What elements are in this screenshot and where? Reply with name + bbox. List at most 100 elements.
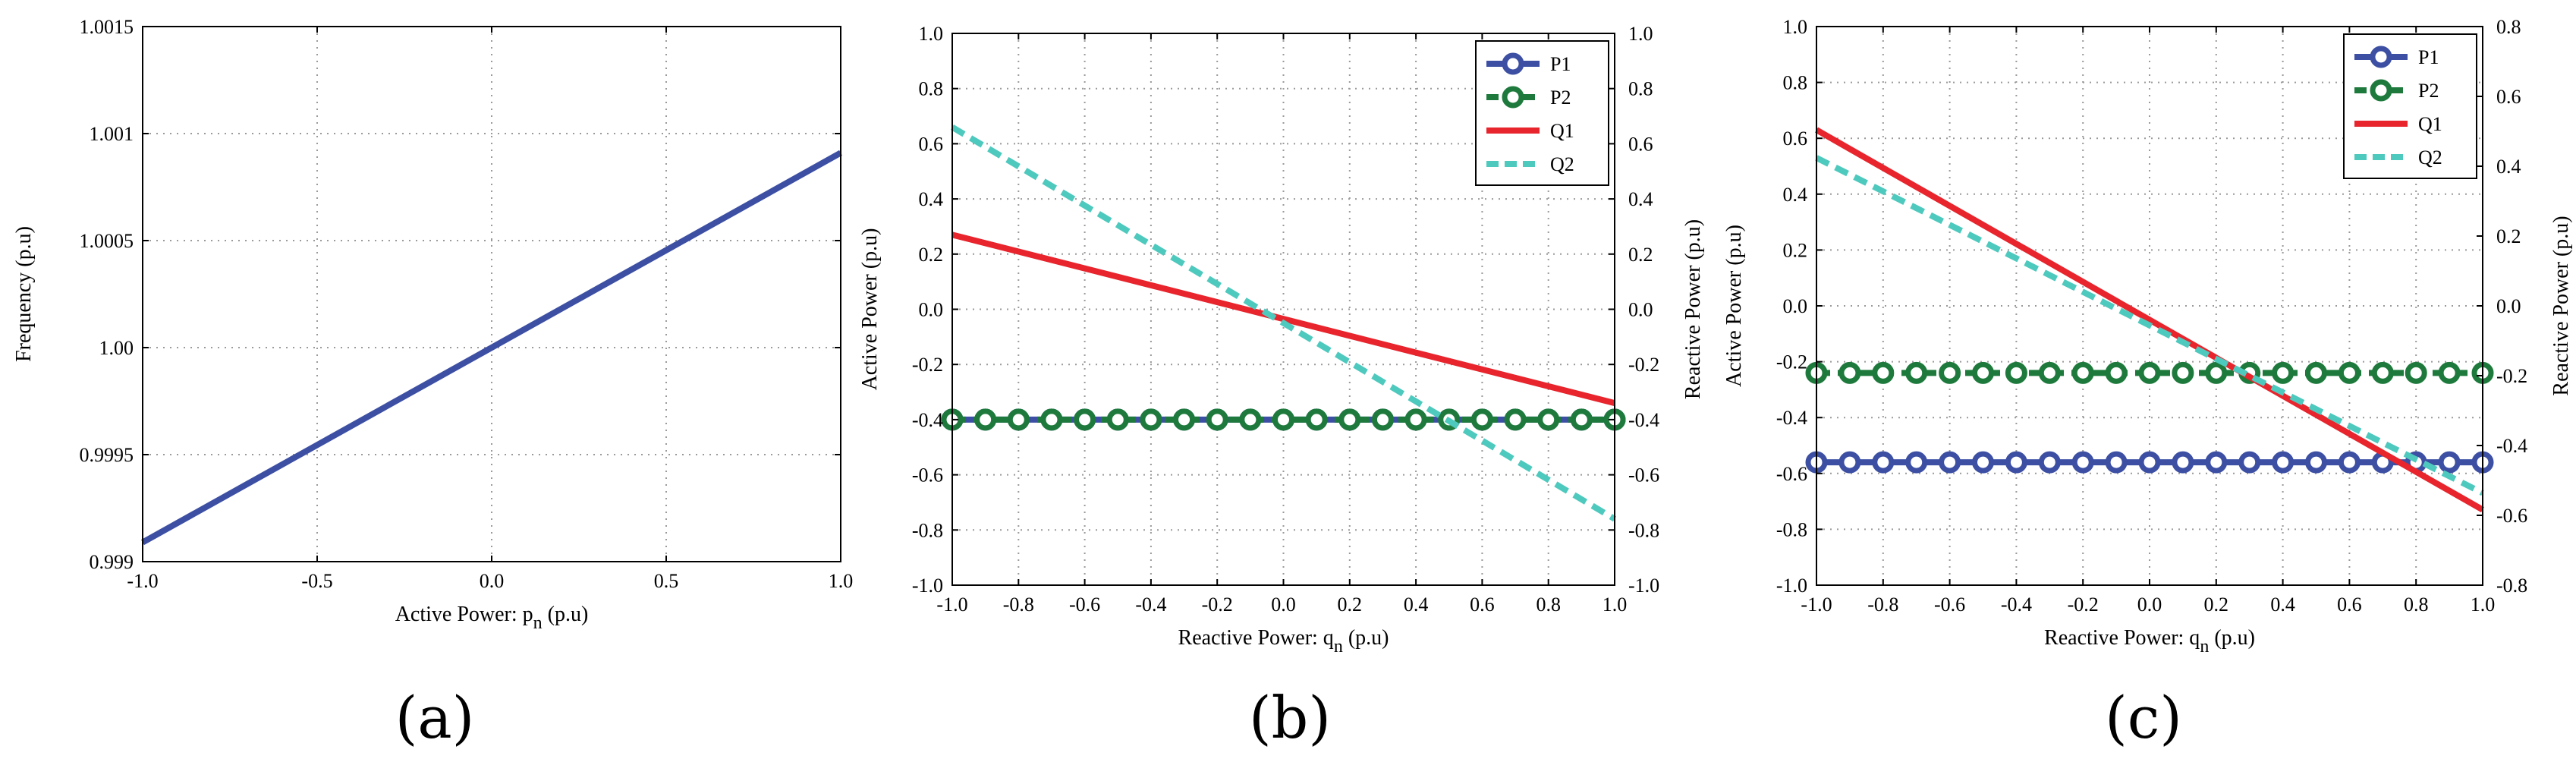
series-p2-marker: [1338, 408, 1361, 431]
series-p2-marker: [2071, 361, 2094, 384]
series-p2-marker: [2438, 361, 2461, 384]
y-tick-label: -1.0: [1776, 575, 1807, 597]
x-axis-label-sub: n: [2200, 637, 2209, 657]
legend-label: Q2: [2418, 146, 2442, 168]
chart-panel-c: -1.0 -0.8 -0.6 -0.4 -0.2 0.0 0.2 0.4 0.6 0.8 1.0 -1…: [1722, 16, 2573, 751]
y-tick-label: 0.8: [919, 78, 944, 100]
y-right-tick-label: -0.2: [1628, 354, 1659, 376]
y-tick-label: 0.2: [919, 244, 944, 266]
y-tick-label: 1.00: [99, 337, 134, 359]
y-right-tick-label: 0.6: [1628, 133, 1653, 155]
y-right-axis-label: Reactive Power (p.u): [1681, 219, 1705, 399]
x-tick-label: -1.0: [936, 594, 967, 616]
legend-label: P2: [2418, 80, 2439, 102]
series-p1-marker: [1838, 451, 1861, 474]
legend-item-p1: P1: [1486, 52, 1571, 75]
series-p2-marker: [1206, 408, 1228, 431]
y-tick-label: 0.4: [919, 188, 944, 210]
series-q2-line: [950, 124, 1617, 522]
x-tick-label: 0.8: [1536, 594, 1561, 616]
series-p2-marker: [2272, 361, 2294, 384]
y-right-tick-label: -0.4: [1628, 409, 1659, 431]
series-p1-marker: [2038, 451, 2061, 474]
x-tick-label: 0.6: [2337, 594, 2362, 616]
y-right-tick-label: 0.8: [2496, 16, 2521, 38]
x-tick-label: -0.6: [1069, 594, 1100, 616]
x-axis-label-unit: (p.u): [1343, 626, 1389, 650]
legend-item-q1: Q1: [1486, 120, 1574, 142]
x-axis-label-main: Reactive Power: q: [2044, 626, 2200, 650]
y-tick-label: 1.001: [90, 123, 134, 145]
legend-marker: [1502, 52, 1524, 75]
x-tick-label: -0.2: [1202, 594, 1233, 616]
series-p2-marker: [2172, 361, 2194, 384]
y-tick-label: -0.4: [912, 409, 943, 431]
series-p2-marker: [2305, 361, 2327, 384]
y-right-tick-label: -0.6: [1628, 464, 1659, 486]
y-tick-label: -0.8: [1776, 518, 1807, 540]
series-p2-marker: [1537, 408, 1560, 431]
legend-item-p1: P1: [2354, 46, 2439, 68]
series-p2-marker: [1140, 408, 1162, 431]
x-tick-label: -0.2: [2068, 594, 2099, 616]
x-tick-label: -0.8: [1867, 594, 1898, 616]
x-tick-label: 0.0: [1271, 594, 1296, 616]
series-p2-marker: [2338, 361, 2361, 384]
series-p2-marker: [1173, 408, 1196, 431]
x-axis-label: Active Power: pn (p.u): [395, 603, 589, 633]
y-right-tick-label: -0.2: [2496, 365, 2527, 387]
series-q1-line: [951, 231, 1615, 406]
series-p1-marker: [1972, 451, 1994, 474]
legend-label: Q2: [1550, 153, 1574, 175]
y-axis-label: Active Power (p.u): [858, 228, 882, 391]
legend: P1 P2 Q1 Q2: [2343, 33, 2477, 179]
series-p1-marker: [2071, 451, 2094, 474]
panel-label: (b): [1249, 684, 1331, 751]
chart-panel-b: -1.0 -0.8 -0.6 -0.4 -0.2 0.0 0.2 0.4 0.6 0.8 1.0-1…: [858, 23, 1705, 751]
y-right-tick-label: 0.4: [1628, 188, 1653, 210]
series-frequency-line: [141, 150, 842, 546]
legend-label: Q1: [2418, 113, 2442, 135]
series-p2-marker: [1074, 408, 1096, 431]
legend-label: P1: [1550, 53, 1571, 75]
y-tick-label: 0.0: [919, 299, 944, 321]
y-axis-label: Active Power (p.u): [1722, 225, 1746, 387]
legend-marker: [2370, 79, 2392, 102]
series-q1-line: [1815, 127, 2484, 513]
y-tick-label: 1.0015: [80, 16, 134, 38]
x-tick-label: 1.0: [1603, 594, 1628, 616]
series-p1-marker: [2205, 451, 2228, 474]
y-right-tick-label: -0.8: [2496, 575, 2527, 597]
panel-label: (a): [395, 684, 475, 751]
series-p2-marker: [2105, 361, 2128, 384]
legend-item-p2: P2: [2354, 79, 2439, 102]
legend-label: P1: [2418, 46, 2439, 68]
y-tick-label: 0.999: [90, 551, 134, 573]
legend-item-q1: Q1: [2354, 113, 2442, 135]
y-tick-label: -0.6: [912, 464, 943, 486]
y-right-tick-label: 0.6: [2496, 86, 2521, 108]
series-p2-marker: [1872, 361, 1895, 384]
x-tick-label: 0.0: [480, 570, 505, 592]
y-right-tick-label: 0.0: [2496, 295, 2521, 317]
x-tick-label: -1.0: [1801, 594, 1832, 616]
legend-item-p2: P2: [1486, 86, 1571, 109]
series-p1-marker: [2338, 451, 2361, 474]
series-p2-marker: [1040, 408, 1063, 431]
series-p2-marker: [1272, 408, 1294, 431]
x-axis-label-sub: n: [533, 613, 543, 633]
y-right-tick-label: -1.0: [1628, 575, 1659, 597]
y-right-tick-label: 1.0: [1628, 23, 1653, 45]
y-tick-label: 0.0: [1783, 295, 1808, 317]
x-axis-label: Reactive Power: qn (p.u): [1178, 626, 1389, 657]
series-p2-marker: [1939, 361, 1961, 384]
x-tick-label: -0.5: [301, 570, 332, 592]
y-tick-label: 0.8: [1783, 72, 1808, 94]
x-tick-label: -0.4: [1135, 594, 1166, 616]
y-right-tick-label: -0.6: [2496, 505, 2527, 527]
y-right-axis-label: Reactive Power (p.u): [2549, 216, 2573, 395]
y-tick-label: -0.2: [912, 354, 943, 376]
x-tick-label: -0.4: [2001, 594, 2032, 616]
series-p2-marker: [2005, 361, 2027, 384]
